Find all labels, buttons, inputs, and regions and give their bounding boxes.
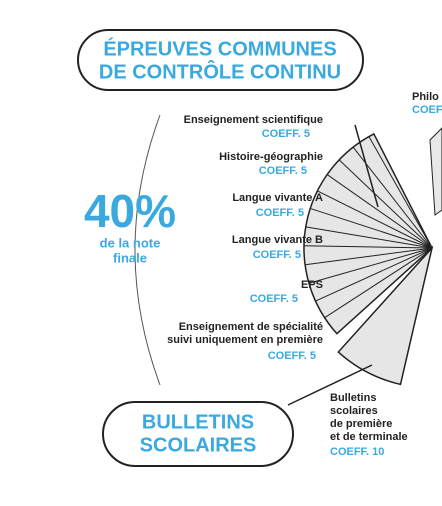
subject-coeff: COEFF. 5 [253, 249, 301, 261]
bulletins-box [102, 401, 294, 467]
subject-name: Enseignement scientifique [184, 114, 323, 126]
sector [337, 245, 434, 386]
subject-name: Langue vivante A [232, 192, 323, 204]
labels: Enseignement scientifique COEFF. 5 Histoir… [167, 114, 408, 458]
bulletins-box-line: BULLETINS [142, 411, 254, 433]
spoke [317, 190, 433, 249]
spoke [368, 136, 433, 249]
subject-name: Enseignement de spécialité [179, 321, 323, 333]
spoke [305, 247, 433, 266]
header-line: DE CONTRÔLE CONTINU [99, 59, 341, 83]
spoke [338, 159, 433, 249]
header-line: ÉPREUVES COMMUNES [103, 37, 336, 60]
spoke [310, 207, 433, 249]
subject-name: Langue vivante B [232, 234, 323, 246]
subject-coeff: COEFF. 5 [268, 350, 316, 362]
bulletins-coeff: COEFF. 10 [330, 446, 384, 458]
leader-line [287, 364, 373, 406]
leader-line [354, 124, 379, 208]
subject-coeff: COEFF. 5 [259, 165, 307, 177]
subject-coeff: COEFF. 5 [262, 128, 310, 140]
subject-coeff: COEFF. 5 [256, 207, 304, 219]
share-value: 40% [84, 185, 176, 237]
spoke [315, 247, 433, 302]
bulletins-name: scolaires [330, 405, 378, 417]
share-caption: de la note [100, 235, 161, 250]
header-box [77, 29, 364, 91]
subject-name: Histoire-géographie [219, 151, 323, 163]
spoke [305, 226, 433, 249]
right-label: Philo [412, 91, 439, 103]
bulletins-name: Bulletins [330, 392, 376, 404]
sector [303, 132, 433, 335]
subject-name: EPS [301, 279, 323, 291]
spoke [324, 247, 433, 319]
subject-coeff: COEFF. 5 [250, 293, 298, 305]
right-coeff: COEF [412, 104, 442, 116]
bulletins-name: de première [330, 418, 392, 430]
bracket [134, 114, 161, 386]
right-wedge [429, 127, 442, 216]
subject-name: suivi uniquement en première [167, 334, 323, 346]
pie [303, 132, 434, 386]
bulletins-name: et de terminale [330, 431, 408, 443]
spoke [304, 245, 433, 249]
share-caption: finale [113, 250, 147, 265]
spoke [308, 247, 433, 284]
bulletins-box-line: SCOLAIRES [140, 434, 257, 456]
spoke [326, 174, 433, 249]
